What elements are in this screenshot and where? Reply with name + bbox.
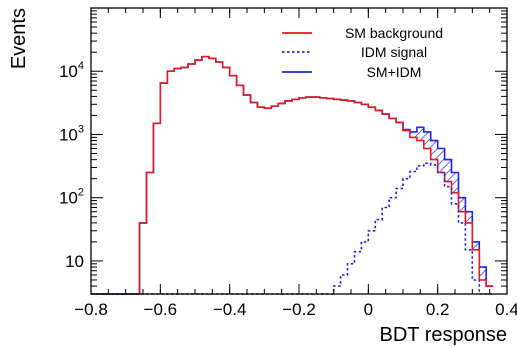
series-line-sm-idm xyxy=(91,55,494,295)
hatch-bin xyxy=(465,211,473,223)
hatch-bin xyxy=(437,148,445,173)
hatch-bin xyxy=(409,131,417,138)
legend-entry-1: IDM signal xyxy=(361,44,427,60)
axis-ticks xyxy=(90,7,508,295)
hatch-bin xyxy=(458,197,466,212)
y-axis-title: Events xyxy=(8,8,30,69)
y-tick-label: 102 xyxy=(59,187,84,208)
x-tick-label: −0.4 xyxy=(213,300,247,319)
x-tick-label: −0.8 xyxy=(74,300,108,319)
hatch-bin xyxy=(423,131,431,149)
x-tick-label: 0.2 xyxy=(426,300,450,319)
x-axis-title: BDT response xyxy=(380,324,507,346)
series-layer xyxy=(91,55,494,295)
hatch-bin xyxy=(472,241,480,250)
legend-entry-0: SM background xyxy=(345,25,443,41)
sm-idm-hatch-band xyxy=(403,127,487,280)
hatch-bin xyxy=(479,267,487,280)
x-tick-labels: −0.8 −0.6 −0.4 −0.2 0 0.2 0.4 xyxy=(74,300,517,319)
y-tick-label: 103 xyxy=(59,123,84,144)
x-tick-label: 0 xyxy=(364,300,373,319)
legend-entry-2: SM+IDM xyxy=(367,64,422,80)
y-tick-labels: 10 102 103 104 xyxy=(59,60,84,271)
y-tick-label: 104 xyxy=(59,60,84,81)
y-tick-label: 10 xyxy=(65,252,84,271)
legend: SM background IDM signal SM+IDM xyxy=(282,25,443,80)
series-line-sm-background xyxy=(91,55,494,295)
x-tick-label: 0.4 xyxy=(495,300,517,319)
series-line-idm-signal xyxy=(91,162,494,295)
hatch-bin xyxy=(416,127,424,141)
hatch-bin xyxy=(430,140,438,160)
x-tick-label: −0.2 xyxy=(282,300,316,319)
hatch-bin xyxy=(451,172,459,193)
hatch-bin xyxy=(444,159,452,182)
x-tick-label: −0.6 xyxy=(144,300,178,319)
